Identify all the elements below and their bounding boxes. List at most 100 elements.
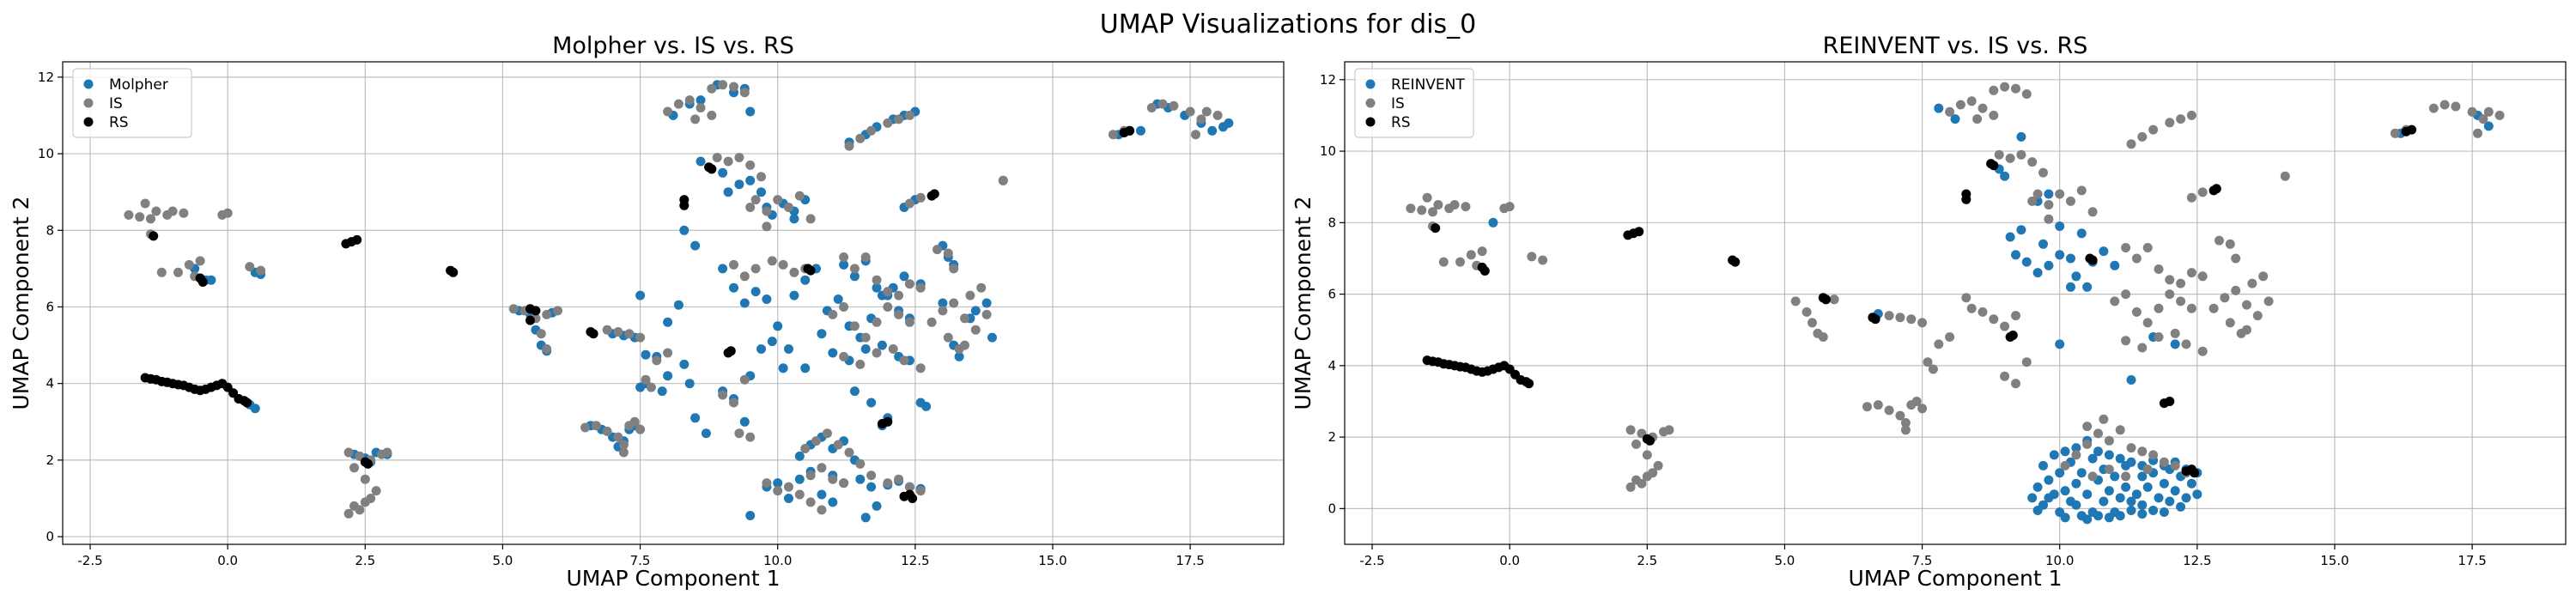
data-point xyxy=(2142,318,2153,328)
data-point xyxy=(1955,100,1965,110)
data-point xyxy=(833,294,843,304)
data-point xyxy=(1406,203,1416,214)
data-point xyxy=(805,265,816,276)
data-point xyxy=(899,355,909,366)
data-point xyxy=(872,275,882,285)
data-point xyxy=(750,287,761,297)
data-point xyxy=(2071,500,2081,510)
data-point xyxy=(2176,501,2186,512)
data-point xyxy=(860,513,871,523)
legend-label: RS xyxy=(1391,114,1411,131)
data-point xyxy=(828,309,838,319)
data-point xyxy=(1972,114,1983,124)
x-axis-label: UMAP Component 1 xyxy=(567,566,781,591)
data-point xyxy=(1146,103,1157,112)
data-point xyxy=(1625,425,1636,435)
data-point xyxy=(2115,425,2125,435)
data-point xyxy=(915,398,926,408)
data-point xyxy=(2439,100,2450,110)
data-point xyxy=(146,214,155,224)
data-point xyxy=(855,458,866,469)
data-point xyxy=(2263,296,2274,307)
data-point xyxy=(2055,339,2065,349)
data-point xyxy=(915,486,926,496)
y-tick-label: 0 xyxy=(46,529,54,544)
data-point xyxy=(2208,303,2219,313)
data-point xyxy=(1207,125,1218,136)
data-point xyxy=(635,424,646,434)
data-point xyxy=(635,290,646,300)
data-point xyxy=(2093,446,2103,457)
y-tick-label: 12 xyxy=(38,70,54,85)
data-point xyxy=(762,294,772,304)
data-point xyxy=(729,398,738,408)
data-point xyxy=(739,374,750,385)
data-point xyxy=(657,386,667,397)
data-point xyxy=(1873,400,1883,410)
data-point xyxy=(866,125,877,136)
data-point xyxy=(1966,303,1977,313)
data-point xyxy=(976,282,987,293)
data-point xyxy=(849,271,860,282)
data-point xyxy=(663,371,673,381)
data-point xyxy=(222,208,233,218)
data-point xyxy=(904,110,914,120)
data-point xyxy=(817,329,827,339)
data-point xyxy=(894,309,904,319)
data-point xyxy=(981,298,992,308)
data-point xyxy=(849,321,860,331)
data-point xyxy=(542,344,552,354)
data-point xyxy=(2000,371,2010,381)
data-point xyxy=(773,478,783,489)
data-point xyxy=(2044,493,2054,503)
data-point xyxy=(2131,307,2142,317)
data-point xyxy=(2170,339,2180,349)
legend-box xyxy=(72,68,192,138)
data-point xyxy=(635,332,646,343)
grid-lines xyxy=(1345,62,2566,544)
legend-label: Molpher xyxy=(109,76,168,94)
data-point xyxy=(784,494,793,503)
data-point xyxy=(822,428,832,439)
data-point xyxy=(844,141,854,151)
x-tick-label: 12.5 xyxy=(2183,553,2211,568)
data-point xyxy=(2099,496,2109,507)
axes-frame xyxy=(62,61,1285,545)
data-point xyxy=(2071,478,2081,489)
data-point xyxy=(1934,103,1944,113)
data-point xyxy=(588,329,598,339)
data-point xyxy=(1900,418,1911,428)
series-is xyxy=(1406,82,2505,492)
data-point xyxy=(723,187,733,197)
x-tick-label: 17.5 xyxy=(1176,553,1204,568)
x-tick-label: 15.0 xyxy=(2320,553,2348,568)
data-point xyxy=(2211,184,2221,194)
data-point xyxy=(1807,318,1817,328)
data-point xyxy=(140,198,150,209)
grid-lines xyxy=(63,62,1284,544)
data-point xyxy=(448,267,459,277)
data-point xyxy=(773,195,783,205)
data-point xyxy=(1917,318,1928,328)
data-point xyxy=(2190,468,2200,478)
data-point xyxy=(707,164,717,174)
data-point xyxy=(580,422,590,433)
data-point xyxy=(2016,225,2026,235)
data-point xyxy=(618,447,629,458)
data-point xyxy=(613,432,623,442)
data-point xyxy=(707,83,717,94)
data-point xyxy=(839,302,849,312)
x-tick-label: 2.5 xyxy=(1637,553,1657,568)
data-point xyxy=(2252,311,2263,321)
data-point xyxy=(2071,450,2081,460)
data-point xyxy=(2242,300,2251,310)
data-point xyxy=(1961,293,1971,303)
data-point xyxy=(745,106,756,117)
data-point xyxy=(2076,185,2087,196)
data-point xyxy=(2165,496,2175,507)
data-point xyxy=(817,463,827,473)
data-point xyxy=(849,386,860,397)
data-point xyxy=(2121,482,2131,492)
data-point xyxy=(2407,124,2417,135)
